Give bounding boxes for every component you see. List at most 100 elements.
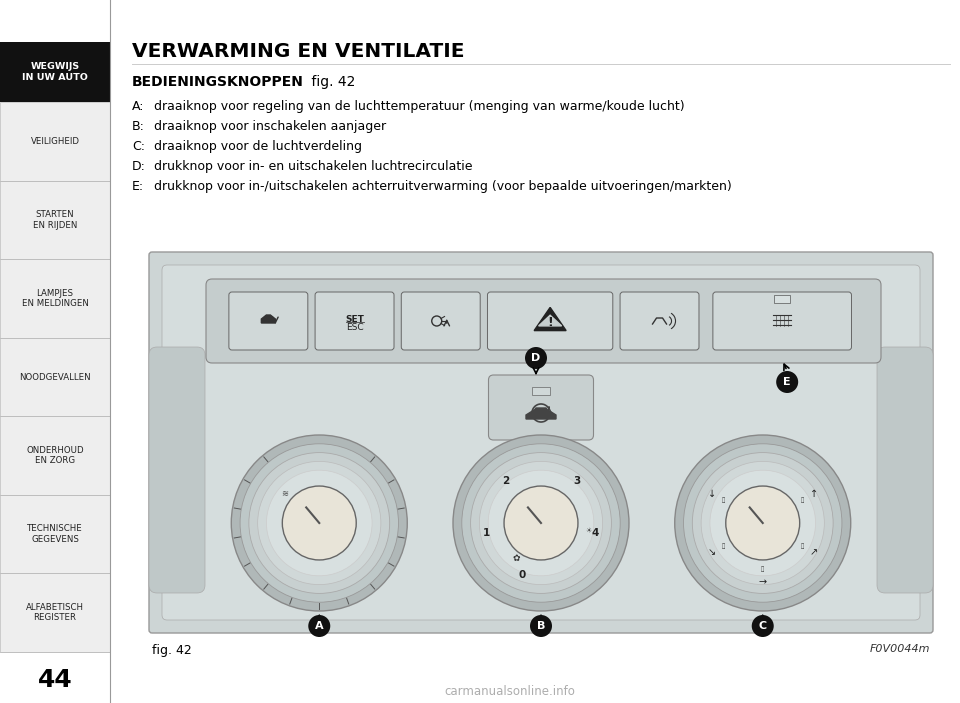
Text: ↓: ↓: [708, 489, 716, 498]
Text: SET: SET: [345, 314, 364, 323]
Text: A:: A:: [132, 100, 145, 113]
Text: F0V0044m: F0V0044m: [870, 644, 930, 654]
Text: !: !: [547, 316, 553, 328]
Circle shape: [752, 615, 774, 637]
Text: ALFABETISCH
REGISTER: ALFABETISCH REGISTER: [26, 603, 84, 622]
FancyBboxPatch shape: [149, 347, 205, 593]
Text: fig. 42: fig. 42: [307, 75, 355, 89]
FancyBboxPatch shape: [489, 375, 593, 440]
Text: WEGWIJS
IN UW AUTO: WEGWIJS IN UW AUTO: [22, 63, 88, 82]
Bar: [0, 416, 110, 495]
Circle shape: [710, 470, 816, 576]
FancyBboxPatch shape: [713, 292, 852, 350]
Polygon shape: [526, 410, 556, 419]
Text: LAMPJES
EN MELDINGEN: LAMPJES EN MELDINGEN: [21, 289, 88, 308]
Circle shape: [675, 435, 851, 611]
Text: draaiknop voor regeling van de luchttemperatuur (menging van warme/koude lucht): draaiknop voor regeling van de luchttemp…: [150, 100, 684, 113]
Text: 4: 4: [592, 528, 599, 538]
Circle shape: [726, 486, 800, 560]
Text: C:: C:: [132, 140, 145, 153]
Bar: [0, 181, 110, 259]
Text: 44: 44: [37, 668, 72, 692]
FancyBboxPatch shape: [877, 347, 933, 593]
Bar: [0, 259, 110, 337]
Text: D: D: [532, 353, 540, 363]
Text: drukknop voor in-/uitschakelen achterruitverwarming (voor bepaalde uitvoeringen/: drukknop voor in-/uitschakelen achterrui…: [150, 180, 732, 193]
Polygon shape: [261, 315, 276, 323]
Text: B: B: [537, 621, 545, 631]
Text: NOODGEVALLEN: NOODGEVALLEN: [19, 373, 91, 382]
Text: 🚗: 🚗: [722, 497, 725, 503]
FancyBboxPatch shape: [228, 292, 308, 350]
Circle shape: [525, 347, 547, 369]
Bar: [0, 574, 110, 652]
FancyBboxPatch shape: [162, 265, 920, 620]
Text: ↘: ↘: [708, 548, 716, 557]
Text: 🚗: 🚗: [801, 497, 804, 503]
Bar: [532, 387, 550, 395]
Text: D:: D:: [132, 160, 146, 173]
Text: fig. 42: fig. 42: [152, 644, 192, 657]
Circle shape: [777, 371, 798, 393]
Polygon shape: [531, 408, 551, 415]
Text: draaiknop voor inschakelen aanjager: draaiknop voor inschakelen aanjager: [150, 120, 386, 133]
Text: TECHNISCHE
GEGEVENS: TECHNISCHE GEGEVENS: [27, 524, 83, 544]
Text: C: C: [758, 621, 767, 631]
Text: 🚗: 🚗: [722, 543, 725, 548]
Text: STARTEN
EN RIJDEN: STARTEN EN RIJDEN: [33, 210, 77, 230]
Circle shape: [692, 453, 833, 593]
Text: 0: 0: [518, 570, 526, 580]
Text: →: →: [758, 577, 767, 587]
Text: ☀: ☀: [586, 529, 591, 534]
Bar: [774, 295, 790, 303]
Bar: [0, 495, 110, 574]
Text: E: E: [783, 377, 791, 387]
Text: carmanualsonline.info: carmanualsonline.info: [444, 685, 575, 698]
Circle shape: [479, 461, 603, 585]
Text: 🚗: 🚗: [761, 566, 764, 572]
FancyBboxPatch shape: [149, 252, 933, 633]
Circle shape: [240, 444, 398, 602]
Circle shape: [684, 444, 842, 602]
Text: ESC: ESC: [346, 323, 363, 332]
Circle shape: [462, 444, 620, 602]
Text: 2: 2: [502, 475, 509, 486]
Bar: [0, 42, 110, 102]
Text: B:: B:: [132, 120, 145, 133]
Bar: [0, 102, 110, 181]
Circle shape: [282, 486, 356, 560]
Text: ONDERHOUD
EN ZORG: ONDERHOUD EN ZORG: [26, 446, 84, 465]
Text: draaiknop voor de luchtverdeling: draaiknop voor de luchtverdeling: [150, 140, 362, 153]
Circle shape: [504, 486, 578, 560]
FancyBboxPatch shape: [620, 292, 699, 350]
Circle shape: [453, 435, 629, 611]
Polygon shape: [539, 315, 562, 326]
Circle shape: [267, 470, 372, 576]
FancyBboxPatch shape: [488, 292, 612, 350]
Text: 1: 1: [483, 528, 490, 538]
Polygon shape: [534, 307, 566, 330]
Bar: [0, 337, 110, 416]
Text: VEILIGHEID: VEILIGHEID: [31, 137, 80, 146]
Circle shape: [231, 435, 407, 611]
Text: ↑: ↑: [809, 489, 818, 498]
Text: E:: E:: [132, 180, 144, 193]
Text: A: A: [315, 621, 324, 631]
Text: ✿: ✿: [512, 555, 519, 564]
Text: VERWARMING EN VENTILATIE: VERWARMING EN VENTILATIE: [132, 42, 465, 61]
Text: ≋: ≋: [280, 489, 288, 498]
FancyBboxPatch shape: [315, 292, 394, 350]
FancyBboxPatch shape: [401, 292, 480, 350]
Circle shape: [530, 615, 552, 637]
Text: drukknop voor in- en uitschakelen luchtrecirculatie: drukknop voor in- en uitschakelen luchtr…: [150, 160, 472, 173]
Circle shape: [257, 461, 381, 585]
FancyBboxPatch shape: [206, 279, 881, 363]
Text: ↗: ↗: [809, 548, 818, 557]
Circle shape: [701, 461, 825, 585]
Circle shape: [470, 453, 612, 593]
Text: 3: 3: [573, 475, 580, 486]
Circle shape: [489, 470, 594, 576]
Text: 🚗: 🚗: [801, 543, 804, 548]
Circle shape: [249, 453, 390, 593]
Text: BEDIENINGSKNOPPEN: BEDIENINGSKNOPPEN: [132, 75, 304, 89]
